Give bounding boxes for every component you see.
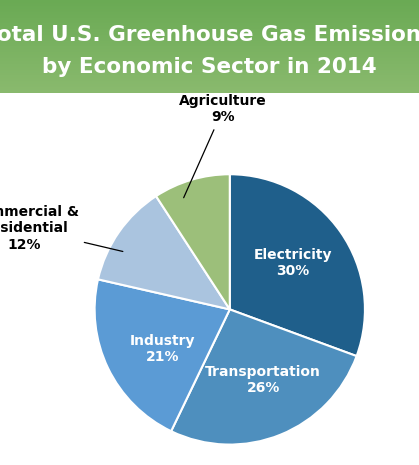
- Wedge shape: [156, 174, 230, 309]
- Wedge shape: [230, 174, 365, 356]
- Text: Total U.S. Greenhouse Gas Emissions: Total U.S. Greenhouse Gas Emissions: [0, 25, 419, 46]
- Text: Industry
21%: Industry 21%: [129, 334, 195, 365]
- Wedge shape: [98, 196, 230, 309]
- Text: Transportation
26%: Transportation 26%: [205, 365, 321, 395]
- Text: by Economic Sector in 2014: by Economic Sector in 2014: [42, 57, 377, 77]
- Wedge shape: [171, 309, 357, 445]
- Text: Electricity
30%: Electricity 30%: [254, 248, 332, 279]
- Text: Commercial &
Residential
12%: Commercial & Residential 12%: [0, 205, 123, 252]
- Wedge shape: [95, 279, 230, 431]
- Text: Agriculture
9%: Agriculture 9%: [179, 94, 267, 198]
